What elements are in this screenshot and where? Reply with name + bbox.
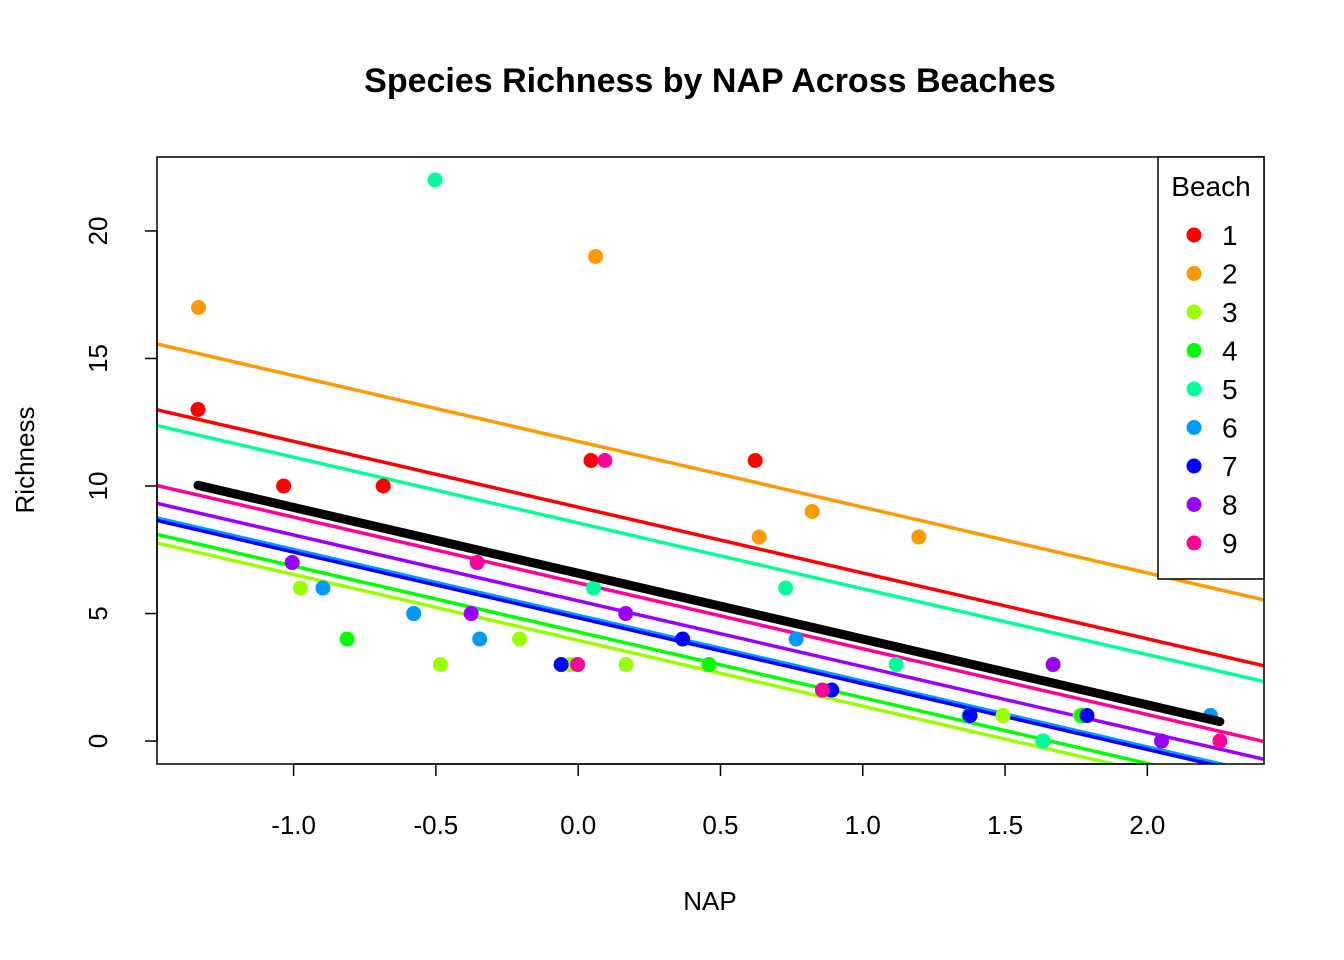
data-point-beach-1 [747,453,763,468]
data-point-beach-9 [469,555,485,571]
data-point-beach-2 [191,299,207,315]
y-tick-label: 5 [83,606,113,620]
data-point-beach-8 [463,606,479,622]
legend-label-beach-6: 6 [1222,413,1238,444]
data-point-beach-6 [472,631,488,647]
data-point-beach-4 [339,631,355,647]
x-tick-label: 0.5 [702,810,738,840]
fit-lines [157,342,1264,764]
data-points [190,172,1228,749]
data-point-beach-5 [427,172,443,188]
data-point-beach-3 [432,657,448,673]
data-point-beach-3 [292,580,308,596]
x-tick-label: -0.5 [413,810,458,840]
data-point-beach-2 [751,529,767,545]
y-tick-label: 10 [83,472,113,501]
data-point-beach-5 [1035,733,1051,749]
legend-label-beach-2: 2 [1222,259,1238,290]
data-point-beach-9 [597,453,613,468]
plot-frame [156,156,1265,765]
data-point-beach-4 [701,657,717,673]
data-point-beach-1 [190,401,206,417]
legend-title: Beach [1171,171,1250,202]
data-point-beach-1 [276,478,292,494]
legend-marker-beach-2 [1186,266,1202,281]
data-point-beach-1 [375,478,391,494]
data-point-beach-3 [512,631,528,647]
data-point-beach-1 [583,453,599,468]
data-point-beach-9 [570,657,586,673]
data-point-beach-2 [804,504,820,520]
overall-fit [193,480,1225,727]
data-point-beach-9 [1212,733,1228,749]
data-point-beach-7 [962,708,978,724]
data-point-beach-8 [1154,733,1170,749]
chart-title: Species Richness by NAP Across Beaches [364,62,1056,100]
fit-line-beach-1 [157,408,1264,668]
x-axis-label: NAP [683,886,736,916]
legend-label-beach-7: 7 [1222,451,1238,482]
fit-line-beach-5 [157,423,1264,684]
data-point-beach-6 [406,606,422,622]
y-tick-label: 20 [83,217,113,246]
legend-marker-beach-8 [1186,497,1202,512]
legend: Beach 1 2 3 4 5 6 7 8 9 [1157,156,1265,580]
data-point-beach-6 [315,580,331,596]
data-point-beach-5 [888,657,904,673]
fit-line-beach-8 [157,501,1264,762]
data-point-beach-5 [778,580,794,596]
x-axis: -1.0 -0.5 0.0 0.5 1.0 1.5 2.0 [271,763,1165,840]
data-point-beach-3 [618,657,634,673]
x-tick-label: -1.0 [271,810,316,840]
legend-marker-beach-7 [1186,458,1202,474]
legend-label-beach-3: 3 [1222,297,1238,328]
x-tick-label: 1.0 [845,810,881,840]
legend-label-beach-4: 4 [1222,336,1238,367]
data-point-beach-6 [788,631,804,647]
data-point-beach-2 [911,529,927,545]
data-point-beach-3 [995,708,1011,724]
legend-label-beach-5: 5 [1222,374,1238,405]
legend-marker-beach-5 [1186,381,1202,397]
legend-marker-beach-3 [1186,304,1202,320]
y-axis: 0 5 10 15 20 [83,217,158,748]
data-point-beach-7 [553,657,569,673]
data-point-beach-7 [1079,708,1095,724]
fit-line-beach-2 [157,342,1264,602]
fit-line-beach-6 [157,516,1229,764]
data-point-beach-8 [618,606,634,622]
legend-box [1157,156,1265,580]
legend-marker-beach-9 [1186,535,1202,551]
data-point-beach-8 [284,555,300,571]
data-point-beach-2 [588,248,604,264]
overall-fit-line [193,480,1225,727]
y-tick-label: 0 [83,734,113,748]
legend-marker-beach-6 [1186,420,1202,435]
x-tick-label: 1.5 [987,810,1023,840]
legend-marker-beach-1 [1186,227,1202,243]
data-point-beach-7 [675,631,691,647]
data-point-beach-8 [1045,657,1061,673]
legend-label-beach-8: 8 [1222,490,1238,521]
fit-line-beach-7 [157,518,1218,764]
x-tick-label: 2.0 [1129,810,1165,840]
legend-label-beach-9: 9 [1222,528,1238,559]
data-point-beach-9 [814,682,830,698]
legend-marker-beach-4 [1186,343,1202,358]
fit-line-beach-9 [157,483,1264,744]
x-tick-label: 0.0 [560,810,596,840]
y-tick-label: 15 [83,344,113,373]
data-point-beach-5 [586,580,602,596]
y-axis-label: Richness [10,407,40,514]
legend-label-beach-1: 1 [1222,220,1238,251]
